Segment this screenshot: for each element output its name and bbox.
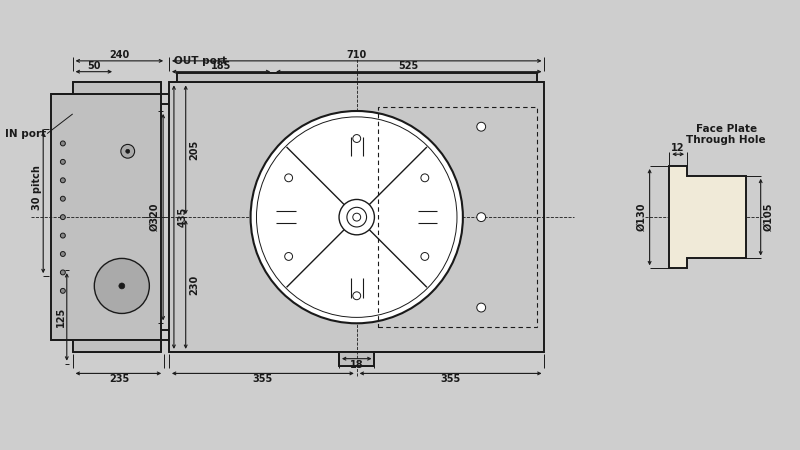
Circle shape [477,213,486,221]
Circle shape [339,199,374,235]
Bar [51,94,161,340]
Circle shape [353,213,361,221]
Text: 18: 18 [350,360,363,369]
Circle shape [126,149,130,153]
Text: IN port: IN port [5,129,46,139]
Text: 355: 355 [252,374,273,384]
Circle shape [61,159,66,164]
Text: Face Plate: Face Plate [696,124,757,134]
Circle shape [61,196,66,201]
Circle shape [353,135,361,143]
Text: Ø320: Ø320 [149,203,159,231]
Circle shape [119,283,125,289]
Circle shape [347,207,366,227]
Text: Ø105: Ø105 [764,203,774,231]
Circle shape [285,252,293,261]
Text: 230: 230 [190,275,200,295]
Circle shape [61,233,66,238]
Circle shape [421,252,429,261]
Circle shape [61,252,66,256]
Circle shape [61,215,66,220]
Circle shape [477,122,486,131]
Polygon shape [177,72,537,82]
Text: 710: 710 [346,50,367,60]
Circle shape [61,270,66,275]
Text: 50: 50 [87,61,101,71]
Circle shape [94,258,150,314]
Text: 355: 355 [440,374,460,384]
Text: Through Hole: Through Hole [686,135,766,145]
Text: 235: 235 [109,374,129,384]
Bar [378,107,537,327]
Circle shape [250,111,463,323]
Circle shape [353,292,361,300]
Text: 205: 205 [190,140,200,161]
Polygon shape [73,82,161,94]
Text: 125: 125 [56,306,66,327]
Bar [339,352,374,365]
Circle shape [61,141,66,146]
Text: 240: 240 [110,50,130,60]
Circle shape [477,303,486,312]
Text: OUT port: OUT port [174,56,227,66]
Circle shape [421,174,429,182]
Polygon shape [670,166,746,268]
Text: 435: 435 [178,207,188,227]
Circle shape [61,178,66,183]
Bar [169,82,545,352]
Text: 525: 525 [398,61,419,71]
Text: 12: 12 [671,144,685,153]
Circle shape [61,288,66,293]
Text: 30 pitch: 30 pitch [32,165,42,210]
Circle shape [285,174,293,182]
Text: Ø130: Ø130 [637,203,646,231]
Text: 185: 185 [211,61,231,71]
Circle shape [121,144,134,158]
Polygon shape [73,340,161,352]
